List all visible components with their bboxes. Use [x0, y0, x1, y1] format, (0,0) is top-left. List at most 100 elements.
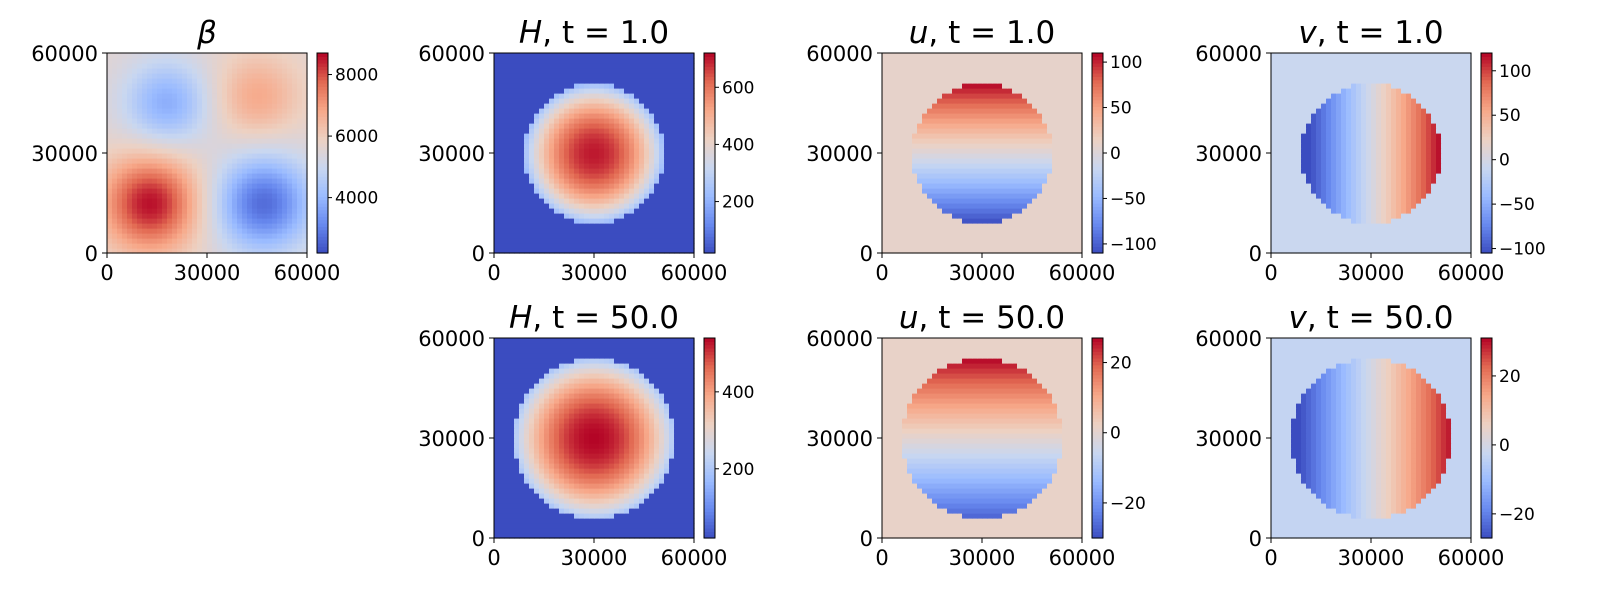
heatmap-cell	[982, 103, 988, 109]
heatmap-cell	[152, 153, 158, 159]
heatmap-cell	[122, 148, 128, 154]
heatmap-cell	[499, 228, 505, 234]
heatmap-cell	[564, 168, 570, 174]
colorbar-tick-label: 200	[722, 193, 754, 213]
heatmap-cell	[142, 118, 148, 124]
heatmap-cell	[599, 158, 605, 164]
heatmap-cell	[957, 78, 963, 84]
heatmap-cell	[554, 203, 560, 209]
heatmap-cell	[614, 178, 620, 184]
heatmap-cell	[684, 178, 690, 184]
heatmap-cell	[177, 158, 183, 164]
heatmap-cell	[912, 188, 918, 194]
heatmap-cell	[509, 183, 515, 189]
heatmap-cell	[262, 238, 268, 244]
heatmap-cell	[534, 178, 540, 184]
heatmap-cell	[992, 128, 998, 134]
heatmap-cell	[282, 68, 288, 74]
heatmap-cell	[584, 88, 590, 94]
heatmap-cell	[1027, 73, 1033, 79]
heatmap-cell	[589, 163, 595, 169]
heatmap-cell	[912, 198, 918, 204]
heatmap-cell	[634, 113, 640, 119]
heatmap-cell	[282, 63, 288, 69]
heatmap-cell	[987, 178, 993, 184]
heatmap-cell	[932, 173, 938, 179]
heatmap-cell	[947, 203, 953, 209]
heatmap-cell	[509, 118, 515, 124]
heatmap-cell	[1032, 203, 1038, 209]
heatmap-cell	[619, 153, 625, 159]
heatmap-cell	[242, 153, 248, 159]
heatmap-cell	[609, 123, 615, 129]
heatmap-cell	[584, 158, 590, 164]
heatmap-cell	[127, 158, 133, 164]
heatmap-cell	[669, 188, 675, 194]
heatmap-cell	[222, 238, 228, 244]
heatmap-cell	[237, 138, 243, 144]
heatmap-cell	[897, 168, 903, 174]
heatmap-cell	[609, 153, 615, 159]
heatmap-cell	[297, 193, 303, 199]
heatmap-cell	[514, 123, 520, 129]
heatmap-cell	[977, 158, 983, 164]
heatmap-cell	[157, 118, 163, 124]
heatmap-cell	[982, 83, 988, 89]
heatmap-cell	[287, 198, 293, 204]
heatmap-cell	[962, 178, 968, 184]
heatmap-cell	[132, 163, 138, 169]
heatmap-cell	[1037, 243, 1043, 249]
heatmap-cell	[684, 218, 690, 224]
colorbar-tick-label: 600	[722, 78, 754, 98]
heatmap-cell	[544, 108, 550, 114]
heatmap-cell	[664, 53, 670, 59]
heatmap-cell	[112, 123, 118, 129]
heatmap-cell	[292, 143, 298, 149]
heatmap-cell	[997, 228, 1003, 234]
heatmap-cell	[262, 103, 268, 109]
heatmap-cell	[669, 183, 675, 189]
heatmap-cell	[669, 233, 675, 239]
heatmap-cell	[262, 203, 268, 209]
heatmap-cell	[282, 168, 288, 174]
heatmap-cell	[1007, 118, 1013, 124]
heatmap-cell	[519, 208, 525, 214]
heatmap-cell	[247, 98, 253, 104]
heatmap-cell	[162, 113, 168, 119]
heatmap-cell	[982, 143, 988, 149]
heatmap-cell	[947, 63, 953, 69]
heatmap-cell	[222, 123, 228, 129]
heatmap-cell	[992, 233, 998, 239]
heatmap-cell	[1032, 183, 1038, 189]
heatmap-cell	[1002, 158, 1008, 164]
heatmap-cell	[509, 128, 515, 134]
heatmap-cell	[242, 103, 248, 109]
heatmap-cell	[147, 113, 153, 119]
heatmap-cell	[277, 73, 283, 79]
heatmap-cell	[1027, 148, 1033, 154]
heatmap-cell	[187, 143, 193, 149]
heatmap-cell	[237, 73, 243, 79]
heatmap-cell	[1017, 163, 1023, 169]
heatmap-cell	[1007, 68, 1013, 74]
heatmap-cell	[1017, 173, 1023, 179]
heatmap-cell	[594, 218, 600, 224]
heatmap-cell	[247, 138, 253, 144]
heatmap-cell	[117, 133, 123, 139]
heatmap-cell	[524, 163, 530, 169]
heatmap-cell	[649, 98, 655, 104]
heatmap-cell	[297, 233, 303, 239]
heatmap-cell	[297, 173, 303, 179]
heatmap-cell	[1032, 123, 1038, 129]
heatmap-cell	[584, 218, 590, 224]
heatmap-cell	[514, 218, 520, 224]
heatmap-cell	[972, 163, 978, 169]
heatmap-cell	[267, 158, 273, 164]
heatmap-cell	[674, 148, 680, 154]
heatmap-cell	[167, 228, 173, 234]
heatmap-cell	[1052, 103, 1058, 109]
heatmap-cell	[197, 113, 203, 119]
heatmap-cell	[107, 223, 113, 229]
heatmap-cell	[922, 98, 928, 104]
heatmap-cell	[584, 233, 590, 239]
